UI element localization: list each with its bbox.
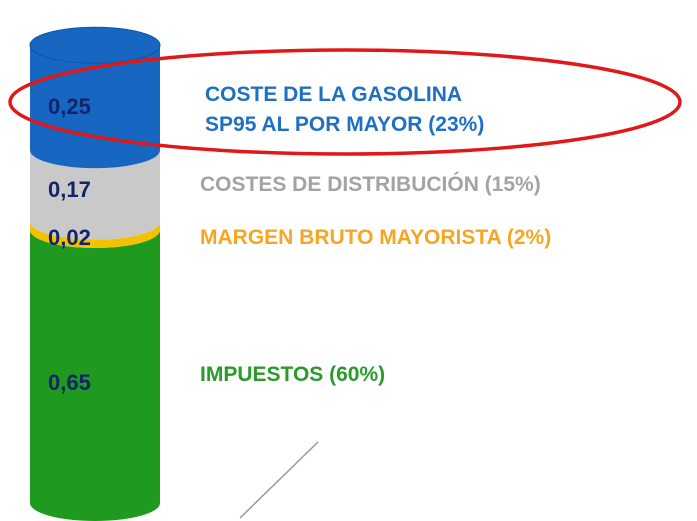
segment-label: COSTES DE DISTRIBUCIÓN (15%): [200, 173, 541, 196]
stack-segment: [30, 45, 160, 169]
segment-label: MARGEN BRUTO MAYORISTA (2%): [200, 226, 552, 249]
cylinder-top: [29, 26, 161, 64]
highlight-ellipse: [8, 48, 682, 156]
segment-label: IMPUESTOS (60%): [200, 363, 386, 386]
segment-label: COSTE DE LA GASOLINA SP95 AL POR MAYOR (…: [205, 83, 485, 136]
decoration-line: [239, 441, 319, 519]
stack-segment: [30, 150, 160, 240]
value-label: 0,25: [48, 94, 91, 119]
stack-segment: [30, 230, 160, 521]
value-label: 0,65: [48, 370, 91, 395]
stack-segment: [30, 221, 160, 248]
value-label: 0,02: [48, 225, 91, 250]
value-label: 0,17: [48, 177, 91, 202]
